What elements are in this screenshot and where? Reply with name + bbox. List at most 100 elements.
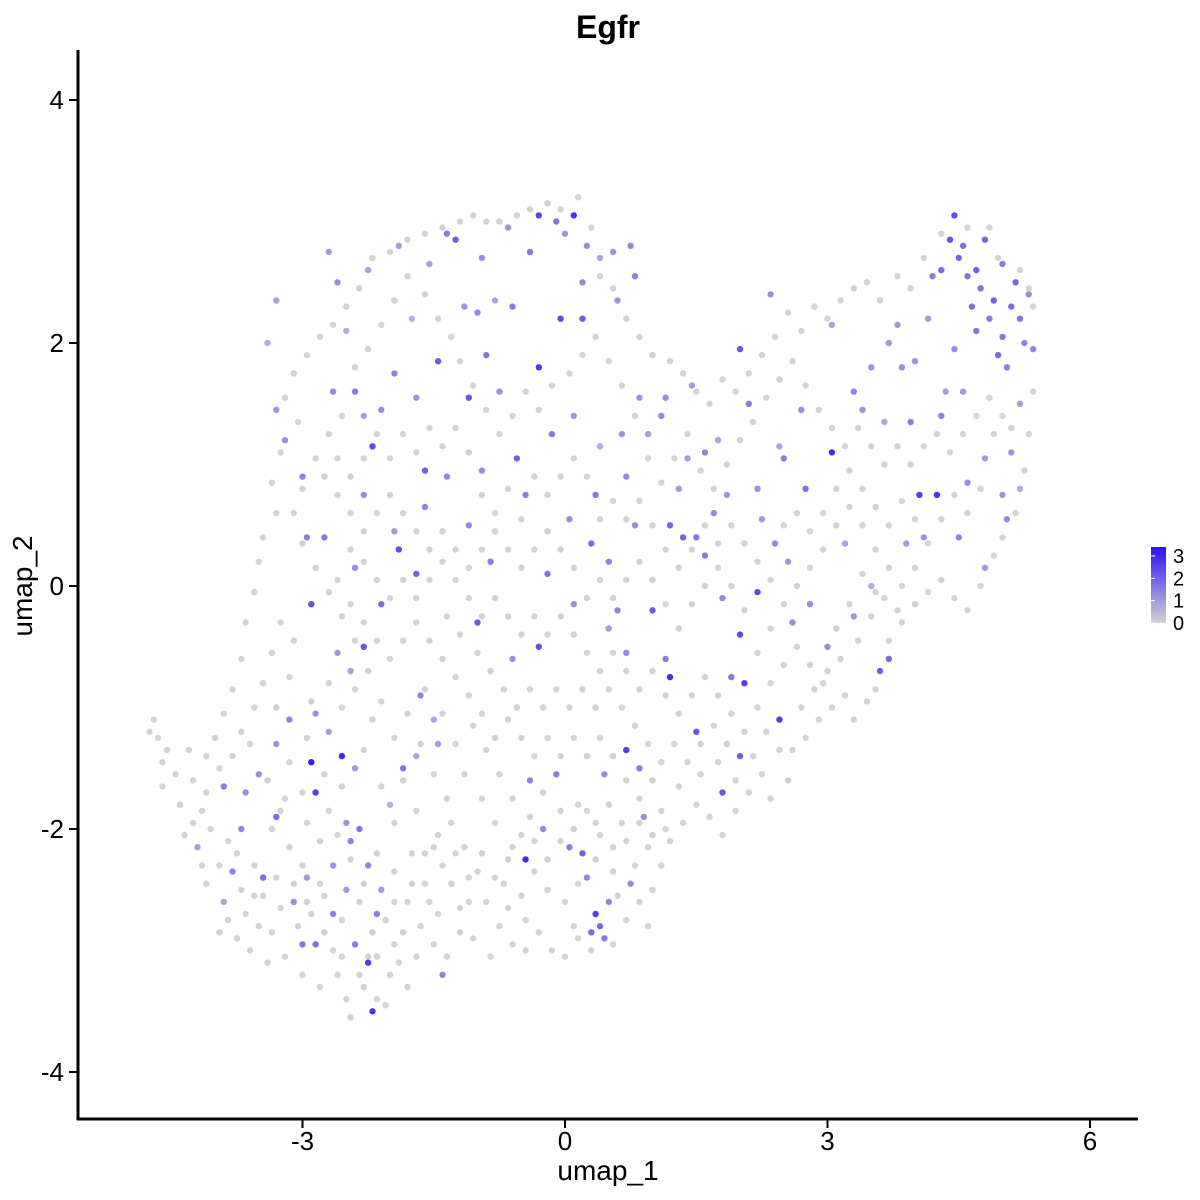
cell-point — [644, 430, 652, 438]
cell-point — [544, 631, 551, 638]
cell-point — [251, 892, 258, 899]
cell-point — [741, 728, 748, 735]
cell-point — [478, 850, 486, 857]
cell-point — [413, 953, 420, 960]
cell-point — [522, 388, 529, 395]
cell-point — [417, 692, 424, 699]
cell-point — [426, 260, 433, 268]
cell-point — [408, 880, 416, 887]
cell-point — [478, 795, 486, 802]
cell-point — [478, 710, 486, 717]
cell-point — [662, 546, 669, 553]
cell-point — [570, 825, 577, 833]
cell-point — [360, 455, 367, 462]
cell-point — [491, 297, 499, 304]
cell-point — [465, 898, 472, 906]
cell-point — [763, 728, 770, 735]
cell-point — [798, 704, 805, 711]
cell-point — [951, 491, 958, 499]
cell-point — [465, 564, 472, 571]
cell-point — [303, 898, 311, 906]
cell-point — [614, 607, 621, 614]
cell-point — [623, 777, 630, 784]
cell-point — [417, 923, 424, 930]
cell-point — [487, 953, 494, 960]
cell-point — [211, 734, 219, 742]
cell-point — [618, 430, 626, 438]
cell-point — [728, 582, 735, 590]
cell-point — [290, 509, 297, 517]
cell-point — [373, 953, 381, 960]
cell-point — [404, 898, 411, 906]
cell-point — [693, 388, 700, 395]
cell-point — [399, 765, 407, 772]
cell-point — [557, 546, 564, 553]
cell-point — [308, 698, 315, 705]
cell-point — [754, 649, 761, 656]
cell-point — [251, 862, 258, 869]
cell-point — [465, 594, 472, 602]
cell-point — [478, 613, 486, 620]
cell-point — [636, 686, 643, 693]
cell-point — [907, 418, 914, 426]
cell-point — [329, 862, 337, 869]
cell-point — [343, 995, 350, 1003]
cell-point — [334, 455, 341, 462]
cell-point — [710, 509, 717, 517]
cell-point — [675, 710, 682, 717]
cell-point — [290, 880, 297, 887]
cell-point — [605, 686, 612, 693]
cell-point — [924, 588, 932, 596]
cell-point — [833, 522, 840, 529]
cell-point — [964, 273, 971, 280]
cell-point — [303, 534, 311, 541]
cell-point — [364, 266, 372, 274]
cell-point — [259, 534, 267, 541]
cell-point — [649, 831, 656, 839]
cell-point — [592, 910, 599, 918]
cell-point — [399, 576, 407, 584]
cell-point — [671, 740, 678, 748]
cell-point — [859, 522, 866, 529]
cell-point — [688, 601, 696, 608]
cell-point — [373, 576, 381, 584]
cell-point — [981, 455, 989, 462]
cell-point — [609, 285, 617, 292]
cell-point — [951, 594, 958, 602]
cell-point — [259, 874, 267, 881]
cell-point — [338, 412, 346, 420]
cell-point — [679, 534, 687, 541]
cell-point — [509, 844, 516, 851]
cell-point — [885, 339, 892, 347]
cell-point — [570, 564, 577, 571]
cell-point — [592, 819, 599, 827]
cell-point — [819, 546, 827, 553]
cell-point — [364, 953, 372, 960]
cell-point — [544, 570, 551, 578]
cell-point — [679, 819, 687, 827]
cell-point — [868, 443, 875, 450]
cell-point — [518, 734, 525, 742]
cell-point — [238, 655, 245, 663]
cell-point — [347, 473, 354, 480]
cell-point — [312, 710, 319, 717]
cell-point — [859, 485, 866, 492]
cell-point — [557, 473, 564, 480]
cell-point — [369, 254, 376, 262]
cell-point — [408, 850, 416, 857]
cell-point — [509, 655, 516, 663]
cell-point — [859, 406, 866, 413]
cell-point — [636, 795, 643, 802]
cell-point — [273, 874, 280, 881]
cell-point — [579, 279, 586, 286]
cell-point — [461, 771, 468, 778]
cell-point — [483, 746, 490, 754]
cell-point — [203, 752, 210, 760]
cell-point — [588, 224, 595, 231]
cell-point — [338, 752, 346, 760]
cell-point — [566, 844, 573, 851]
cell-point — [334, 491, 341, 499]
cell-point — [539, 825, 547, 833]
cell-point — [439, 224, 446, 231]
cell-point — [693, 801, 700, 808]
